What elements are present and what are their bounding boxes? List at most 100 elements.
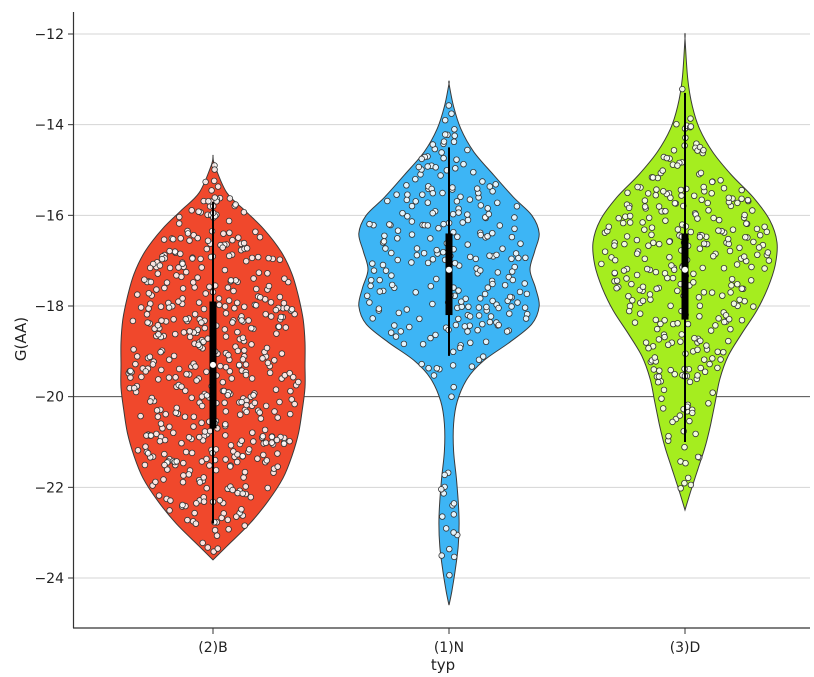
data-point [218,514,225,522]
data-point [450,138,458,145]
data-point [720,184,728,192]
data-point [728,276,736,283]
data-point [676,412,684,419]
data-point [464,146,471,154]
data-point [450,348,457,355]
data-point [185,434,193,441]
data-point [404,213,411,220]
data-point [485,210,492,218]
data-point [251,399,258,407]
data-point [662,217,669,224]
data-point [225,351,232,359]
data-point [662,207,669,215]
data-point [685,474,692,482]
data-point [681,444,688,451]
data-point [222,421,229,428]
data-point [154,413,162,420]
data-point [392,333,400,340]
data-point [477,295,484,302]
y-tick-label: −20 [34,390,64,406]
data-point [682,460,689,467]
data-point [699,264,706,272]
data-point [457,193,464,200]
data-point [222,364,230,371]
data-point [276,398,283,406]
data-point [482,338,490,345]
data-point [147,432,155,439]
data-point [521,304,529,311]
data-point [637,310,644,317]
data-point [665,433,672,440]
data-point [266,369,274,376]
data-point [175,298,182,305]
data-point [198,264,205,271]
data-point [267,299,275,306]
data-point [419,341,427,348]
data-point [287,388,294,395]
data-point [455,287,462,294]
data-point [195,299,203,306]
y-tick-label: −16 [34,208,64,224]
data-point [438,149,445,156]
data-point [415,163,422,171]
data-point [281,275,288,282]
data-point [403,306,410,313]
data-point [263,402,270,410]
data-point [186,328,193,335]
data-point [494,269,501,276]
data-point [199,539,206,547]
data-point [432,331,439,339]
data-point [661,317,668,324]
data-point [489,188,496,195]
data-point [257,415,265,422]
data-point [650,239,657,246]
data-point [172,409,179,416]
data-point [453,198,461,205]
data-point [755,244,763,251]
data-point [203,485,210,492]
data-point [761,223,768,230]
data-point [220,230,227,237]
data-point [366,220,373,228]
data-point [470,168,477,176]
data-point [368,277,375,284]
data-point [277,313,285,321]
data-point [521,280,528,287]
data-point [494,199,501,206]
data-point [460,160,467,168]
data-point [189,279,197,286]
data-point [239,334,247,341]
data-point [648,224,656,231]
data-point [257,294,264,301]
data-point [274,450,281,457]
data-point [201,428,209,435]
data-point [229,319,236,326]
data-point [203,368,210,375]
data-point [726,316,733,323]
data-point [661,333,668,341]
data-point [707,327,715,334]
data-point [262,311,269,318]
data-point [278,350,286,357]
data-point [705,207,712,214]
data-point [734,199,741,207]
data-point [645,242,652,249]
data-point [424,163,431,170]
data-point [664,274,671,282]
data-point [696,245,704,252]
data-point [628,280,635,288]
iqr-box [681,233,689,320]
data-point [364,292,371,299]
data-point [236,411,244,418]
data-point [255,253,262,261]
data-point [671,371,678,378]
data-point [678,331,685,338]
data-point [674,162,681,169]
data-point [633,250,641,257]
data-point [743,220,750,227]
data-point [252,228,259,235]
data-point [687,123,695,130]
data-point [224,516,231,523]
data-point [474,185,481,192]
data-point [222,456,229,463]
